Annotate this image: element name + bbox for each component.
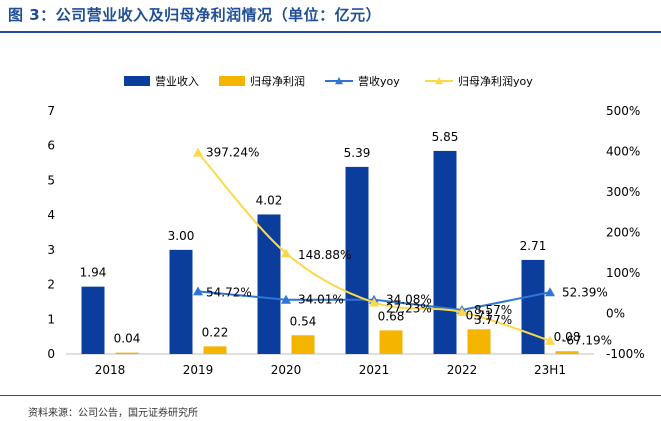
bar-data-label: 0.22 <box>202 325 229 339</box>
marker-net-profit-yoy <box>369 297 379 307</box>
marker-revenue-yoy <box>545 287 555 297</box>
y-left-tick-label: 3 <box>47 243 55 257</box>
bar-net-profit <box>467 329 491 354</box>
bar-data-label: 2.71 <box>520 239 547 253</box>
y-left-tick-label: 4 <box>47 208 55 222</box>
line-data-label: 397.24% <box>206 146 259 160</box>
bars <box>81 150 579 354</box>
bar-data-label: 5.39 <box>344 146 371 160</box>
y-left-tick-label: 2 <box>47 278 55 292</box>
bar-revenue <box>345 166 369 354</box>
y-right-tick-label: -100% <box>606 347 645 361</box>
bar-data-label: 5.85 <box>432 130 459 144</box>
y-right-tick-label: 500% <box>606 104 640 118</box>
bar-data-label: 0.71 <box>466 308 493 322</box>
bar-net-profit <box>291 335 315 354</box>
y-right-tick-label: 200% <box>606 226 640 240</box>
bar-revenue <box>169 249 193 354</box>
marker-net-profit-yoy <box>457 306 467 316</box>
y-left-tick-label: 5 <box>47 173 55 187</box>
legend: 营业收入 归母净利润 营收yoy 归母净利润yoy <box>124 74 533 88</box>
line-data-label: 34.08% <box>386 293 432 307</box>
x-tick-label: 2021 <box>359 363 390 377</box>
bar-data-label: 0.08 <box>554 330 581 344</box>
line-data-label: 54.72% <box>206 285 252 299</box>
bar-net-profit <box>555 351 579 354</box>
y-right-tick-label: 100% <box>606 266 640 280</box>
title-divider <box>0 31 661 33</box>
marker-revenue-yoy <box>193 286 203 296</box>
line-data-label: 148.88% <box>298 248 351 262</box>
bar-net-profit <box>203 346 227 354</box>
bar-data-label: 4.02 <box>256 193 283 207</box>
marker-revenue-yoy <box>281 294 291 304</box>
combo-chart: 0 1 2 3 4 5 6 7 -100% 0% 100% 200% 300% 400% 500% 2018 2… <box>47 74 644 377</box>
line-data-label: 27.23% <box>386 301 432 315</box>
axes: 0 1 2 3 4 5 6 7 -100% 0% 100% 200% 300% 400% 500% 2018 2… <box>47 104 644 377</box>
y-left-tick-label: 6 <box>47 139 55 153</box>
data-labels: 1.94 3.00 4.02 5.39 5.85 2.71 0.04 0.22 0.54 0.68… <box>80 130 612 348</box>
y-right-tick-label: 400% <box>606 145 640 159</box>
bar-data-label: 0.68 <box>378 309 405 323</box>
y-right-tick-label: 300% <box>606 185 640 199</box>
x-tick-label: 2018 <box>95 363 126 377</box>
legend-marker <box>435 77 443 85</box>
bar-revenue <box>81 286 105 354</box>
x-tick-label: 2019 <box>183 363 214 377</box>
y-left-tick-label: 7 <box>47 104 55 118</box>
legend-label: 归母净利润 <box>250 74 305 88</box>
marker-net-profit-yoy <box>193 147 203 157</box>
marker-net-profit-yoy <box>281 248 291 258</box>
bar-revenue <box>521 259 545 354</box>
bar-data-label: 3.00 <box>168 229 195 243</box>
line-data-label: 52.39% <box>562 285 608 299</box>
legend-label: 归母净利润yoy <box>458 74 533 88</box>
bar-data-label: 0.04 <box>114 332 141 346</box>
legend-swatch <box>124 76 150 86</box>
line-data-label: -67.19% <box>562 334 612 348</box>
source-note: 资料来源：公司公告，国元证券研究所 <box>28 408 198 419</box>
bar-net-profit <box>115 352 139 354</box>
x-tick-label: 2022 <box>447 363 478 377</box>
bar-data-label: 1.94 <box>80 266 107 280</box>
figure-title: 图 3：公司营业收入及归母净利润情况（单位：亿元） <box>8 6 382 24</box>
legend-label: 营收yoy <box>358 74 400 88</box>
bar-data-label: 0.54 <box>290 314 317 328</box>
y-left-tick-label: 0 <box>47 347 55 361</box>
line-net-profit-yoy <box>197 151 551 342</box>
legend-swatch <box>219 76 245 86</box>
bar-net-profit <box>379 330 403 354</box>
y-left-tick-label: 1 <box>47 312 55 326</box>
x-tick-label: 23H1 <box>534 363 566 377</box>
line-data-label: 8.57% <box>474 303 512 317</box>
line-data-label: 34.01% <box>298 293 344 307</box>
marker-net-profit-yoy <box>545 335 555 345</box>
legend-marker <box>335 77 343 85</box>
legend-label: 营业收入 <box>155 74 199 88</box>
bar-revenue <box>433 150 457 354</box>
bar-revenue <box>257 214 281 354</box>
line-data-label: 3.77% <box>474 313 512 327</box>
y-right-tick-label: 0% <box>606 307 625 321</box>
lines <box>193 147 555 345</box>
x-tick-label: 2020 <box>271 363 302 377</box>
source-divider <box>0 395 661 396</box>
